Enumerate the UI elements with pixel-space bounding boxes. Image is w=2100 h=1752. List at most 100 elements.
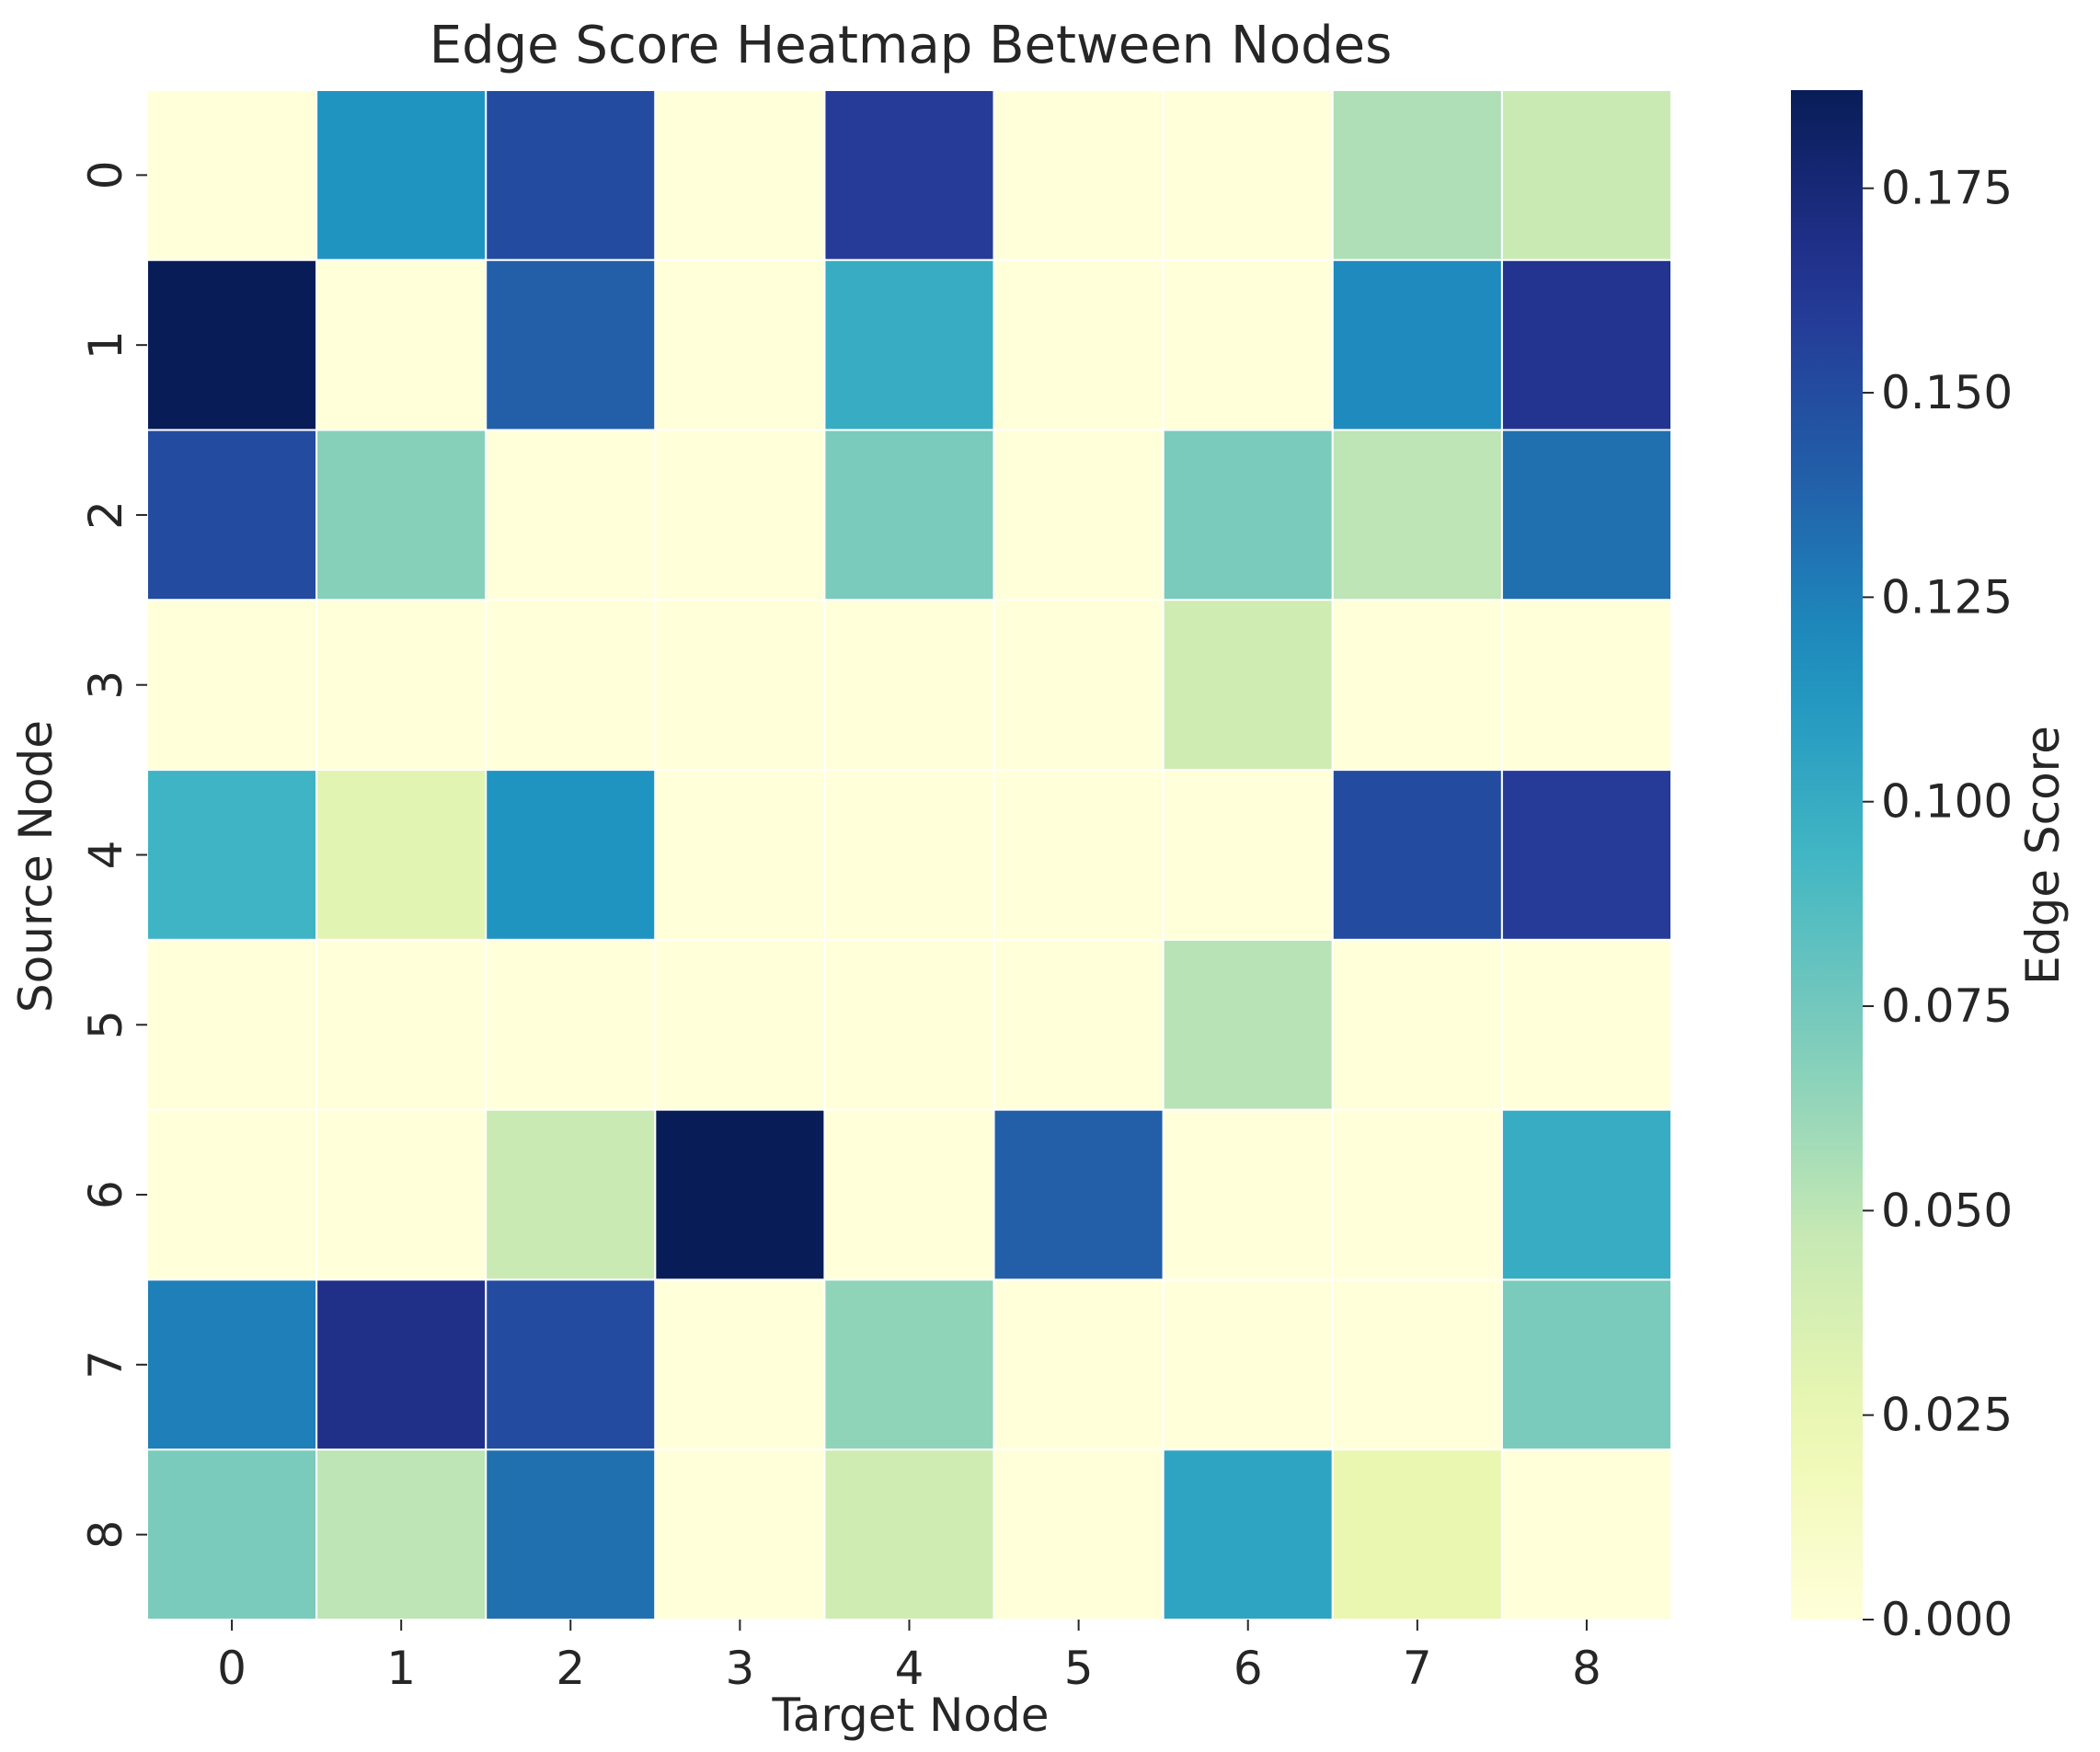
heatmap-cell-1-3: [654, 258, 826, 431]
heatmap-cell-5-6: [1162, 938, 1334, 1111]
heatmap-cell-8-8: [1500, 1449, 1673, 1620]
y-tick-label: 4: [79, 841, 132, 870]
y-tick-label: 8: [79, 1520, 132, 1550]
heatmap-cell-0-3: [654, 89, 826, 261]
heatmap-cell-1-5: [993, 258, 1165, 431]
heatmap-cell-4-8: [1500, 769, 1673, 941]
heatmap-cell-6-8: [1500, 1108, 1673, 1281]
heatmap-cell-4-7: [1331, 769, 1503, 941]
heatmap-cell-4-5: [993, 769, 1165, 941]
heatmap-cell-1-6: [1162, 258, 1334, 431]
heatmap-cell-0-8: [1500, 89, 1673, 261]
heatmap-cell-4-4: [823, 769, 995, 941]
heatmap-cell-7-2: [485, 1278, 657, 1451]
y-tick-label: 1: [79, 330, 132, 360]
heatmap-cell-7-3: [654, 1278, 826, 1451]
heatmap-cell-1-1: [316, 258, 488, 431]
y-tick-label: 7: [79, 1350, 132, 1380]
heatmap-cell-1-4: [823, 258, 995, 431]
heatmap-cell-5-5: [993, 938, 1165, 1111]
heatmap-cell-1-2: [485, 258, 657, 431]
heatmap-cell-7-4: [823, 1278, 995, 1451]
heatmap-cell-0-1: [316, 89, 488, 261]
y-tick-label: 6: [79, 1180, 132, 1209]
heatmap-cell-0-6: [1162, 89, 1334, 261]
heatmap-cell-0-0: [146, 89, 318, 261]
x-tick-label: 1: [386, 1642, 416, 1695]
heatmap-cell-2-4: [823, 429, 995, 601]
x-axis-ticks: 0 1 2 3 4 5 6 7 8: [217, 1620, 1601, 1695]
heatmap-cell-6-6: [1162, 1108, 1334, 1281]
x-tick-label: 3: [725, 1642, 754, 1695]
heatmap-cell-0-2: [485, 89, 657, 261]
x-tick-label: 8: [1572, 1642, 1601, 1695]
heatmap-cell-2-2: [485, 429, 657, 601]
heatmap-cell-8-4: [823, 1449, 995, 1620]
heatmap-cell-2-0: [146, 429, 318, 601]
heatmap-cell-6-2: [485, 1108, 657, 1281]
heatmap-cell-4-0: [146, 769, 318, 941]
x-tick-label: 4: [895, 1642, 924, 1695]
heatmap-cell-8-6: [1162, 1449, 1334, 1620]
heatmap-cell-8-1: [316, 1449, 488, 1620]
heatmap-cell-0-7: [1331, 89, 1503, 261]
heatmap-cell-3-7: [1331, 599, 1503, 772]
heatmap-cell-6-4: [823, 1108, 995, 1281]
x-axis-label: Target Node: [771, 1689, 1049, 1742]
y-tick-label: 2: [79, 500, 132, 530]
heatmap-cell-3-8: [1500, 599, 1673, 772]
x-tick-label: 0: [217, 1642, 247, 1695]
x-tick-label: 2: [556, 1642, 585, 1695]
heatmap-cell-2-8: [1500, 429, 1673, 601]
colorbar-label: Edge Score: [2016, 726, 2070, 985]
heatmap-cell-5-3: [654, 938, 826, 1111]
heatmap-cell-4-1: [316, 769, 488, 941]
heatmap-cell-3-4: [823, 599, 995, 772]
heatmap-cell-4-2: [485, 769, 657, 941]
heatmap-cell-7-0: [146, 1278, 318, 1451]
colorbar-ticks: 0.000 0.025 0.050 0.075 0.100 0.125 0.150 0.175: [1863, 162, 2013, 1646]
heatmap-cell-2-5: [993, 429, 1165, 601]
heatmap-cell-4-6: [1162, 769, 1334, 941]
heatmap-cell-5-7: [1331, 938, 1503, 1111]
heatmap-cell-3-5: [993, 599, 1165, 772]
heatmap-cell-5-2: [485, 938, 657, 1111]
heatmap-cell-4-3: [654, 769, 826, 941]
heatmap-cell-7-1: [316, 1278, 488, 1451]
y-tick-label: 0: [79, 160, 132, 189]
heatmap-cell-5-1: [316, 938, 488, 1111]
y-axis-ticks: 0 1 2 3 4 5 6 7 8: [79, 160, 147, 1550]
heatmap-cell-2-1: [316, 429, 488, 601]
colorbar-tick-label: 0.075: [1881, 979, 2013, 1033]
heatmap-cell-6-7: [1331, 1108, 1503, 1281]
y-axis-label: Source Node: [9, 720, 63, 1013]
heatmap-cell-7-5: [993, 1278, 1165, 1451]
heatmap-cell-6-5: [993, 1108, 1165, 1281]
heatmap-cell-3-6: [1162, 599, 1334, 772]
y-tick-label: 5: [79, 1010, 132, 1039]
heatmap-cell-8-3: [654, 1449, 826, 1620]
heatmap-cell-1-8: [1500, 258, 1673, 431]
heatmap-cell-1-0: [146, 258, 318, 431]
heatmap-cell-8-5: [993, 1449, 1165, 1620]
heatmap-cell-6-1: [316, 1108, 488, 1281]
heatmap-cell-8-0: [146, 1449, 318, 1620]
colorbar-tick-label: 0.050: [1881, 1184, 2013, 1237]
colorbar: [1791, 90, 1863, 1620]
heatmap-cell-3-1: [316, 599, 488, 772]
chart-title: Edge Score Heatmap Between Nodes: [430, 16, 1393, 75]
colorbar-tick-label: 0.175: [1881, 162, 2013, 215]
heatmap-cell-3-3: [654, 599, 826, 772]
colorbar-tick-label: 0.100: [1881, 775, 2013, 829]
heatmap-cell-2-3: [654, 429, 826, 601]
heatmap-cell-6-0: [146, 1108, 318, 1281]
colorbar-tick-label: 0.025: [1881, 1389, 2013, 1442]
y-tick-label: 3: [79, 670, 132, 700]
heatmap-cell-2-6: [1162, 429, 1334, 601]
heatmap-cell-2-7: [1331, 429, 1503, 601]
x-tick-label: 7: [1403, 1642, 1432, 1695]
heatmap-cell-0-5: [993, 89, 1165, 261]
heatmap-cell-0-4: [823, 89, 995, 261]
heatmap-cell-6-3: [654, 1108, 826, 1281]
